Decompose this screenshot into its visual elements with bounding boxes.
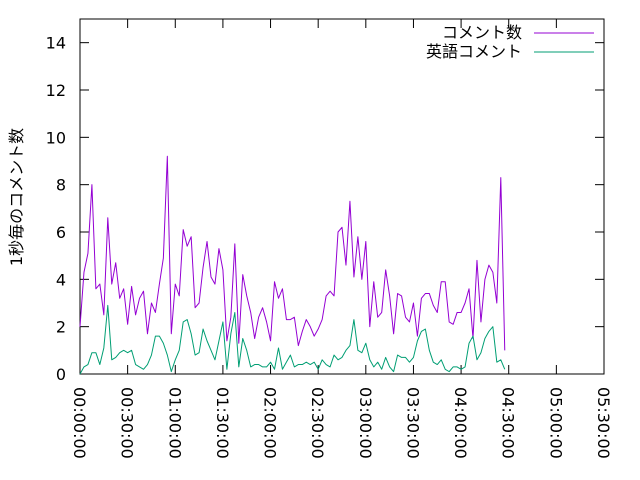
x-tick-label: 02:30:00 [308,387,327,459]
x-tick-label: 05:00:00 [546,387,565,459]
y-tick-label: 6 [56,223,66,242]
x-tick-label: 03:00:00 [356,387,375,459]
y-tick-label: 8 [56,176,66,195]
y-tick-label: 10 [46,128,66,147]
x-tick-label: 01:30:00 [213,387,232,459]
x-tick-label: 05:30:00 [594,387,613,459]
legend-label-english-comments: 英語コメント [426,42,522,61]
x-tick-label: 04:00:00 [451,387,470,459]
y-tick-label: 12 [46,81,66,100]
legend: コメント数 英語コメント [426,23,594,61]
x-tick-label: 01:00:00 [165,387,184,459]
y-tick-label: 4 [56,270,66,289]
x-tick-label: 04:30:00 [499,387,518,459]
legend-label-comments: コメント数 [442,23,522,42]
x-tick-label: 00:00:00 [70,387,89,459]
series-layer [79,155,506,375]
y-tick-label: 14 [46,34,66,53]
x-tick-label: 02:00:00 [261,387,280,459]
y-axis: 0 2 4 6 8 10 12 14 [46,34,604,384]
x-tick-label: 00:30:00 [118,387,137,459]
x-axis: 00:00:00 00:30:00 01:00:00 01:30:00 02:00:00… [70,19,613,459]
series-line-comments [79,155,506,351]
x-tick-label: 03:30:00 [403,387,422,459]
y-axis-label: 1秒毎のコメント数 [7,128,26,266]
y-tick-label: 0 [56,365,66,384]
plot-frame [79,18,605,375]
series-line-english-comments [79,304,506,375]
y-tick-label: 2 [56,318,66,337]
